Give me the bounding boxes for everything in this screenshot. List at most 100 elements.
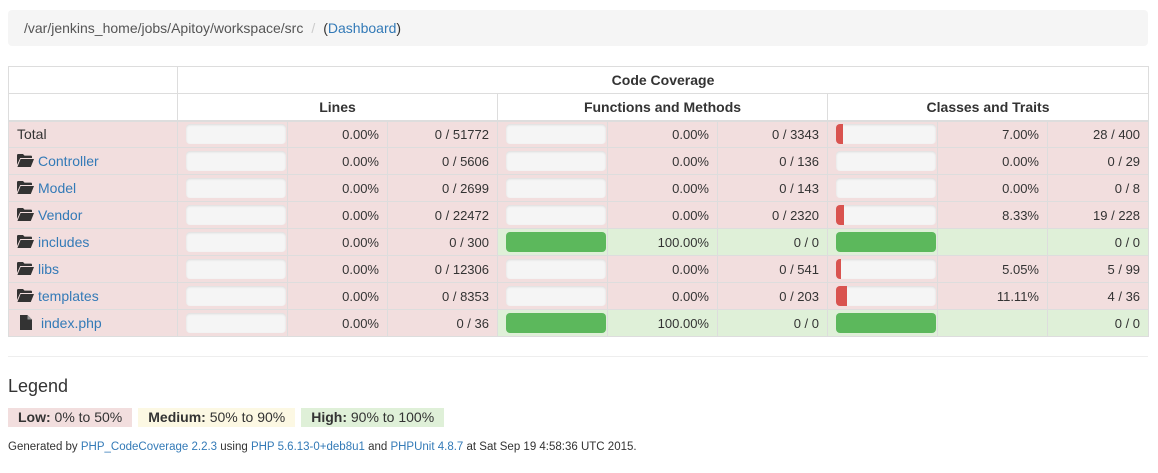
lines-bar-cell <box>177 201 288 229</box>
classes-progress-bar <box>836 205 936 225</box>
table-row: Total 0.00% 0 / 51772 0.00% 0 / 3343 7.00% 28 … <box>8 120 1150 148</box>
classes-progress-bar <box>836 259 936 279</box>
classes-ratio: 0 / 0 <box>1046 228 1150 256</box>
lines-bar-cell <box>177 147 288 175</box>
lines-progress-bar <box>186 151 286 171</box>
lines-ratio: 0 / 36 <box>387 309 498 337</box>
table-row: Controller 0.00% 0 / 5606 0.00% 0 / 136 0.00%… <box>8 147 1150 175</box>
lines-percent: 0.00% <box>287 174 388 202</box>
legend-low-range: 0% to 50% <box>50 409 123 425</box>
functions-bar-cell <box>497 174 608 202</box>
breadcrumb-paren-close: ) <box>396 20 402 36</box>
name-header <box>8 93 178 122</box>
lines-bar-cell <box>177 174 288 202</box>
functions-percent: 0.00% <box>607 201 718 229</box>
lines-ratio: 0 / 8353 <box>387 282 498 310</box>
lines-percent: 0.00% <box>287 120 388 148</box>
legend-medium-label: Medium: <box>148 409 206 425</box>
classes-percent: 5.05% <box>937 255 1048 283</box>
row-link[interactable]: includes <box>38 234 90 250</box>
breadcrumb: /var/jenkins_home/jobs/Apitoy/workspace/… <box>8 10 1148 46</box>
classes-ratio: 0 / 29 <box>1046 147 1150 175</box>
classes-progress-fill <box>836 313 936 333</box>
name-cell: includes <box>8 228 178 256</box>
row-label: Total <box>17 126 47 143</box>
table-row: libs 0.00% 0 / 12306 0.00% 0 / 541 5.05% 5 / 9… <box>8 255 1150 283</box>
classes-progress-bar <box>836 286 936 306</box>
classes-bar-cell <box>827 309 938 337</box>
classes-bar-cell <box>827 228 938 256</box>
row-link[interactable]: Controller <box>38 153 99 169</box>
breadcrumb-paren-open: ( <box>323 20 328 36</box>
classes-percent <box>937 228 1048 256</box>
functions-percent: 0.00% <box>607 255 718 283</box>
folder-icon <box>17 289 34 302</box>
php-version-link[interactable]: PHP 5.6.13-0+deb8u1 <box>250 441 365 453</box>
functions-progress-bar <box>506 313 606 333</box>
php-codecoverage-link[interactable]: PHP_CodeCoverage 2.2.3 <box>80 441 218 453</box>
functions-header: Functions and Methods <box>497 93 828 122</box>
file-icon <box>20 315 32 330</box>
functions-ratio: 0 / 203 <box>717 282 828 310</box>
classes-progress-fill <box>836 286 848 306</box>
lines-percent: 0.00% <box>287 228 388 256</box>
classes-header: Classes and Traits <box>826 93 1150 122</box>
name-cell: Total <box>8 120 178 148</box>
lines-progress-bar <box>186 124 286 145</box>
name-cell: Model <box>8 174 178 202</box>
legend-high-range: 90% to 100% <box>346 409 435 425</box>
row-link[interactable]: index.php <box>41 315 102 331</box>
row-link[interactable]: Vendor <box>38 207 83 223</box>
classes-progress-bar <box>836 124 936 145</box>
functions-progress-bar <box>506 124 606 145</box>
lines-bar-cell <box>177 282 288 310</box>
table-row: Vendor 0.00% 0 / 22472 0.00% 0 / 2320 8.33% 19… <box>8 201 1150 229</box>
lines-bar-cell <box>177 255 288 283</box>
functions-ratio: 0 / 143 <box>717 174 828 202</box>
classes-bar-cell <box>827 120 938 148</box>
functions-ratio: 0 / 3343 <box>717 120 828 148</box>
dashboard-link[interactable]: Dashboard <box>327 20 397 36</box>
legend: Low: 0% to 50% Medium: 50% to 90% High: … <box>8 408 450 427</box>
breadcrumb-path: /var/jenkins_home/jobs/Apitoy/workspace/… <box>24 20 304 36</box>
folder-icon <box>17 262 34 275</box>
corner-cell <box>8 66 178 94</box>
lines-progress-bar <box>186 313 286 333</box>
row-link[interactable]: Model <box>38 180 77 196</box>
functions-ratio: 0 / 2320 <box>717 201 828 229</box>
name-cell: templates <box>8 282 178 310</box>
classes-ratio: 28 / 400 <box>1046 120 1150 148</box>
legend-medium-range: 50% to 90% <box>205 409 286 425</box>
row-link[interactable]: libs <box>38 261 60 277</box>
footer-prefix: Generated by <box>8 441 81 453</box>
lines-ratio: 0 / 12306 <box>387 255 498 283</box>
phpunit-link[interactable]: PHPUnit 4.8.7 <box>390 441 464 453</box>
lines-ratio: 0 / 2699 <box>387 174 498 202</box>
table-row: Model 0.00% 0 / 2699 0.00% 0 / 143 0.00% 0 / 8 <box>8 174 1150 202</box>
functions-progress-bar <box>506 151 606 171</box>
row-link[interactable]: templates <box>38 288 99 304</box>
classes-progress-bar <box>836 232 936 252</box>
folder-icon <box>17 181 34 194</box>
lines-progress-bar <box>186 286 286 306</box>
classes-progress-fill <box>836 232 936 252</box>
lines-bar-cell <box>177 309 288 337</box>
functions-percent: 0.00% <box>607 174 718 202</box>
table-row: templates 0.00% 0 / 8353 0.00% 0 / 203 11.11%… <box>8 282 1150 310</box>
functions-progress-bar <box>506 259 606 279</box>
functions-bar-cell <box>497 147 608 175</box>
functions-bar-cell <box>497 309 608 337</box>
functions-percent: 0.00% <box>607 120 718 148</box>
functions-bar-cell <box>497 282 608 310</box>
classes-bar-cell <box>827 174 938 202</box>
functions-progress-fill <box>506 232 606 252</box>
classes-percent: 0.00% <box>937 174 1048 202</box>
classes-progress-bar <box>836 313 936 333</box>
functions-ratio: 0 / 0 <box>717 228 828 256</box>
footer: Generated by PHP_CodeCoverage 2.2.3 usin… <box>8 441 637 453</box>
legend-high: High: 90% to 100% <box>301 408 445 427</box>
classes-percent: 7.00% <box>937 120 1048 148</box>
functions-progress-bar <box>506 178 606 198</box>
